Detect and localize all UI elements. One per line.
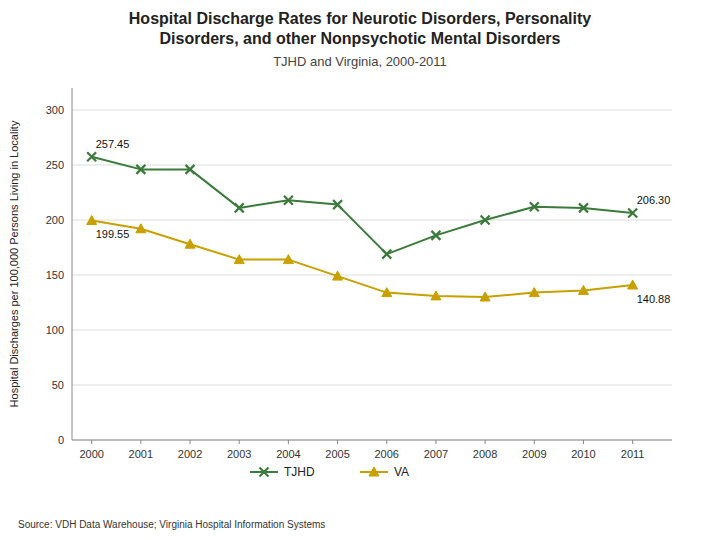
grid [72,110,672,440]
subtitle: TJHD and Virginia, 2000-2011 [273,54,447,69]
series-line [92,220,633,297]
point [382,250,391,259]
grid-line [72,440,672,441]
x-tick [190,440,191,444]
point [382,288,392,297]
x-axis-line [72,440,672,441]
x-tick [632,440,633,444]
x-tick [140,440,141,444]
x-tick-label: 2008 [473,448,497,460]
chart: Hospital Discharge Rates for Neurotic Di… [0,0,720,540]
y-tick-label: 250 [46,159,64,171]
point [333,271,343,280]
x-tick-label: 2001 [129,448,153,460]
grid-line [72,330,672,331]
point [284,196,293,205]
y-tick-label: 0 [58,434,64,446]
point [431,291,441,300]
legend-label: TJHD [284,465,315,479]
x-tick-label: 2002 [178,448,202,460]
point [628,280,638,289]
y-axis-label: Hospital Discharges per 100,000 Persons … [8,120,20,407]
point [235,203,244,212]
source: Source: VDH Data Warehouse; Virginia Hos… [18,519,325,530]
point [431,231,440,240]
x-tick-label: 2004 [276,448,300,460]
point [333,200,342,209]
data-label: 206.30 [637,194,671,206]
grid-line [72,275,672,276]
x-tick-label: 2003 [227,448,251,460]
point [283,255,293,264]
point [578,285,588,294]
x-tick [485,440,486,444]
legend: TJHD VA [250,465,409,479]
x-tick [386,440,387,444]
x-tick [583,440,584,444]
y-tick-label: 200 [46,214,64,226]
grid-line [72,110,672,111]
point [87,215,97,224]
point [136,165,145,174]
title: Hospital Discharge Rates for Neurotic Di… [129,10,591,27]
grid-line [72,385,672,386]
title: Disorders, and other Nonpsychotic Mental… [160,30,561,47]
data-label: 257.45 [96,138,130,150]
x-tick [91,440,92,444]
x-tick-label: 2009 [522,448,546,460]
y-tick-label: 150 [46,269,64,281]
grid-line [72,220,672,221]
point [481,216,490,225]
legend-label: VA [394,465,409,479]
y-tick-label: 100 [46,324,64,336]
y-tick-label: 300 [46,104,64,116]
data-label: 199.55 [96,228,130,240]
point [186,165,195,174]
x-tick-label: 2006 [375,448,399,460]
labels: 257.45 206.30 199.55 140.88 [96,138,671,305]
point [234,255,244,264]
point [529,288,539,297]
point [530,202,539,211]
x-tick [288,440,289,444]
y-axis-line [72,88,73,440]
x-tick-label: 2011 [621,448,645,460]
x-tick-label: 2010 [571,448,595,460]
point [185,239,195,248]
point [480,292,490,301]
point [136,224,146,233]
grid-line [72,165,672,166]
x-tick-label: 2000 [79,448,103,460]
point [579,203,588,212]
point [628,209,637,218]
x-tick-label: 2007 [424,448,448,460]
plot-area [87,152,638,301]
legend-marker [260,468,269,477]
x-tick-label: 2005 [325,448,349,460]
y-tick-label: 50 [52,379,64,391]
legend-marker [369,467,379,476]
data-label: 140.88 [637,293,671,305]
x-tick [435,440,436,444]
x-tick [337,440,338,444]
x-tick [239,440,240,444]
x-tick [534,440,535,444]
point [87,152,96,161]
